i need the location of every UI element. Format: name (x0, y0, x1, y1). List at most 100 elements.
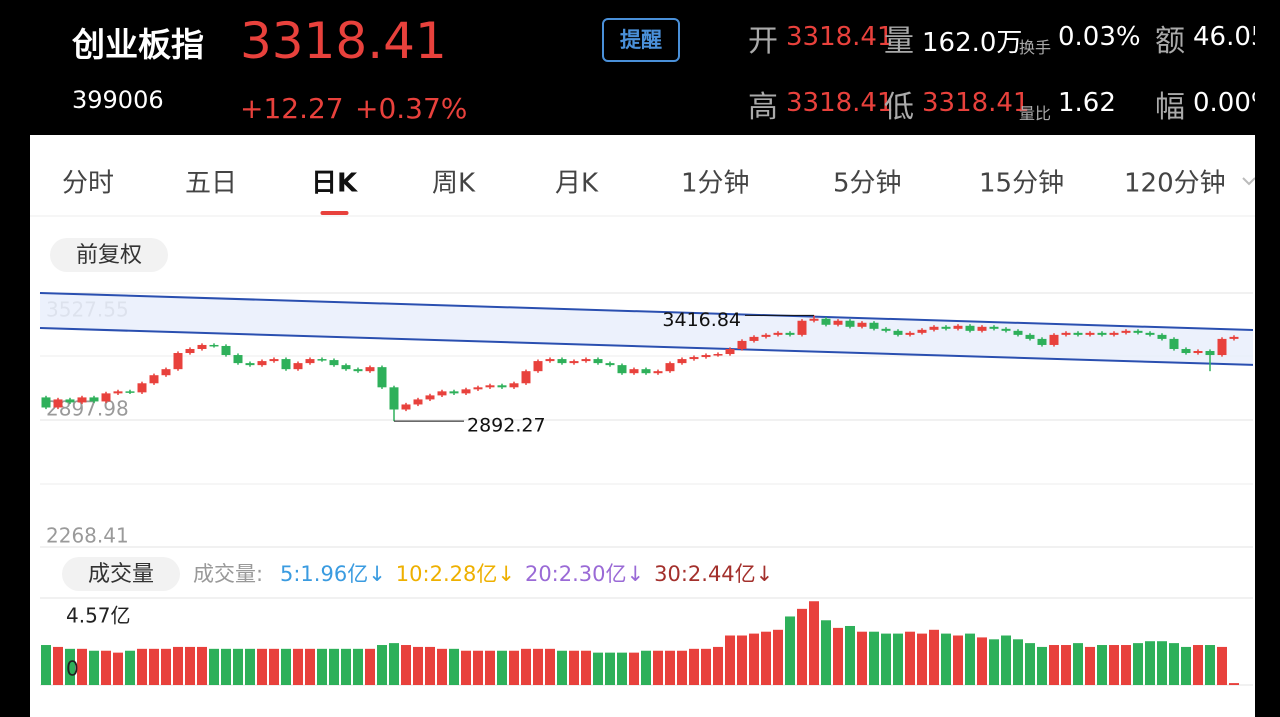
volume-bar (449, 648, 459, 685)
stat-label: 高 (748, 90, 778, 125)
ma-legend: 20:2.30亿↓ (525, 562, 644, 586)
change-pct: +0.37% (355, 92, 468, 125)
volume-bar (1025, 643, 1035, 685)
candle-body (869, 322, 879, 329)
tab[interactable]: 月K (555, 169, 599, 199)
volume-bar (473, 650, 483, 685)
candle-body (557, 359, 567, 364)
volume-bar (1085, 646, 1095, 685)
volume-bar (305, 648, 315, 685)
stat-value: 0.00% (1193, 88, 1255, 118)
candle-body (905, 332, 915, 335)
candle-body (1061, 332, 1071, 335)
stat-value: 3318.41 (786, 22, 894, 52)
volume-bar (401, 645, 411, 685)
tab[interactable]: 五日 (185, 169, 237, 199)
candle-body (845, 320, 855, 327)
candle-body (389, 387, 399, 410)
volume-bar (89, 650, 99, 685)
candle-body (425, 395, 435, 400)
candle-body (449, 391, 459, 394)
candle-body (545, 359, 555, 362)
volume-bar (509, 650, 519, 685)
adjust-label: 前复权 (76, 243, 142, 268)
adjust-pill[interactable] (50, 238, 168, 272)
tab[interactable]: 120分钟 (1124, 169, 1226, 199)
candle-body (41, 397, 51, 408)
candle-body (1037, 338, 1047, 345)
volume-bar (1217, 646, 1227, 685)
stat-value: 1.62 (1058, 88, 1116, 118)
candle-body (1109, 332, 1119, 335)
tab[interactable]: 1分钟 (681, 169, 750, 199)
candle-body (689, 357, 699, 360)
candle-body (1097, 332, 1107, 335)
tab[interactable]: 日K (311, 169, 358, 199)
candle-body (965, 325, 975, 331)
candle-body (605, 363, 615, 366)
volume-bar (629, 652, 639, 685)
volume-bar (701, 648, 711, 685)
candle-body (797, 320, 807, 335)
stat-value: 162.0万 (922, 28, 1023, 58)
candle-body (1013, 330, 1023, 335)
volume-bar (593, 652, 603, 685)
volume-bar (1121, 645, 1131, 685)
stat-label: 换手 (1019, 38, 1052, 57)
tab[interactable]: 15分钟 (979, 169, 1064, 199)
candle-body (677, 359, 687, 364)
volume-bar (1061, 645, 1071, 685)
candle-body (581, 359, 591, 362)
volume-bar (917, 633, 927, 685)
volume-bar (953, 635, 963, 685)
candle-body (833, 320, 843, 325)
volume-bar (1229, 683, 1239, 685)
stat-label: 开 (748, 24, 778, 59)
volume-bar (161, 648, 171, 685)
volume-bar (977, 637, 987, 685)
low-label: 2892.27 (467, 415, 546, 437)
high-label: 3416.84 (662, 309, 741, 331)
volume-bar (125, 650, 135, 685)
volume-bar (989, 639, 999, 685)
candle-body (761, 334, 771, 337)
candle-body (149, 375, 159, 384)
volume-bar (101, 650, 111, 685)
volume-bar (833, 627, 843, 685)
volume-bar (569, 650, 579, 685)
candle-body (377, 367, 387, 388)
candle-body (641, 369, 651, 374)
volume-bar (1073, 643, 1083, 685)
candle-body (629, 369, 639, 374)
tab[interactable]: 分时 (62, 169, 114, 199)
volume-bar (197, 646, 207, 685)
volume-bar (353, 648, 363, 685)
candle-body (929, 326, 939, 330)
candle-body (977, 326, 987, 331)
candle-body (125, 391, 135, 393)
volume-bar (437, 648, 447, 685)
candle-body (665, 363, 675, 372)
volume-bar (1133, 643, 1143, 685)
channel-band (40, 293, 1253, 365)
change: +12.27 (240, 92, 344, 125)
more-chevron[interactable] (1242, 177, 1255, 186)
candle-body (101, 393, 111, 402)
tab[interactable]: 5分钟 (833, 169, 902, 199)
candle-body (785, 332, 795, 335)
candle-body (857, 322, 867, 327)
ma-legend: 10:2.28亿↓ (396, 562, 515, 586)
candle-body (161, 369, 171, 376)
candle-body (413, 399, 423, 405)
alert-button[interactable]: 提醒 (602, 18, 680, 62)
volume-bar (821, 620, 831, 685)
tab[interactable]: 周K (432, 169, 476, 199)
candle-body (341, 365, 351, 370)
candle-body (53, 399, 63, 408)
volume-bar (173, 646, 183, 685)
volume-bar (1169, 643, 1179, 685)
stat-label: 额 (1155, 24, 1185, 59)
volume-bar (113, 652, 123, 685)
volume-pill[interactable] (62, 557, 180, 591)
volume-bar (1205, 645, 1215, 685)
